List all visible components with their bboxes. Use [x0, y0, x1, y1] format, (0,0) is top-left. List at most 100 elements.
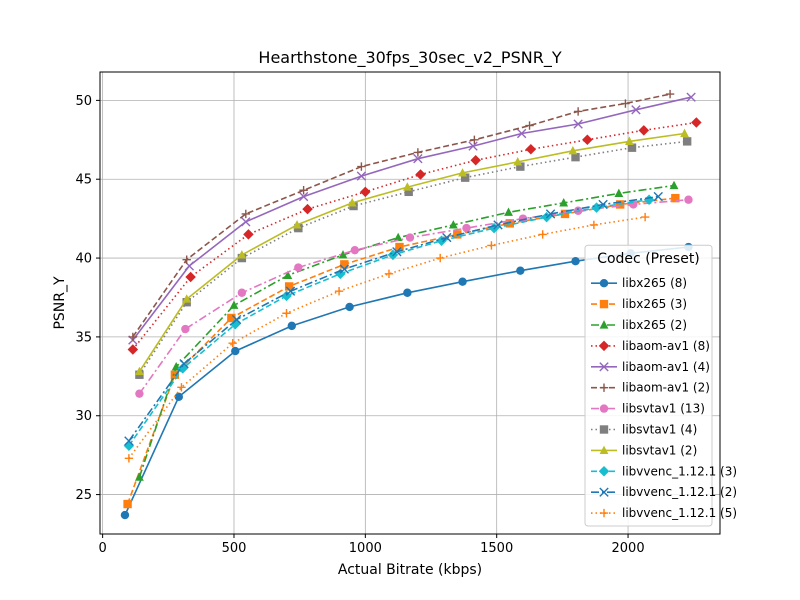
data-point	[124, 454, 134, 463]
series-layer	[120, 89, 702, 520]
data-point	[638, 125, 650, 136]
data-point	[571, 152, 580, 162]
legend-entry: libaom-av1 (8)	[591, 339, 710, 353]
data-point	[470, 155, 481, 166]
y-tick-label: 45	[75, 173, 92, 188]
data-point	[470, 135, 479, 145]
legend-entry: libvvenc_1.12.1 (2)	[591, 485, 737, 499]
data-point	[686, 92, 696, 102]
y-tick-label: 35	[75, 330, 92, 345]
data-point	[568, 146, 578, 155]
series-12	[124, 212, 650, 463]
data-point	[582, 134, 593, 146]
data-point	[458, 277, 467, 286]
data-point	[134, 366, 144, 376]
data-point	[504, 207, 513, 216]
legend-entry: libx265 (2)	[591, 318, 687, 332]
data-point	[653, 191, 663, 202]
legend-box	[584, 244, 713, 527]
data-point	[442, 232, 452, 243]
data-point	[571, 257, 580, 266]
data-point	[338, 250, 348, 259]
data-point	[294, 263, 303, 272]
ticks-layer: 0 500 1000 1500 2000 25 30 35 40 45 50	[75, 94, 644, 556]
legend-entry: libaom-av1 (2)	[591, 381, 710, 395]
legend-label: libvvenc_1.12.1 (3)	[622, 464, 737, 478]
legend-marker	[599, 299, 609, 309]
series-6	[128, 89, 675, 342]
data-point	[241, 209, 251, 219]
legend-marker	[599, 425, 609, 434]
data-point	[589, 220, 599, 230]
legend-entry: libsvtav1 (4)	[591, 423, 697, 437]
data-point	[124, 436, 134, 446]
legend-label: libaom-av1 (8)	[622, 339, 710, 353]
legend: Codec (Preset) libx265 (8)libx265 (3)lib…	[584, 244, 737, 527]
data-point	[285, 286, 296, 296]
legend-marker	[599, 383, 609, 392]
legend-label: libsvtav1 (13)	[622, 402, 705, 416]
data-point	[621, 99, 630, 108]
data-point	[243, 229, 254, 240]
data-point	[487, 241, 496, 250]
data-point	[360, 186, 371, 198]
data-point	[229, 300, 239, 309]
data-point	[302, 203, 313, 215]
x-tick-label: 1000	[349, 541, 382, 556]
legend-label: libaom-av1 (4)	[622, 360, 710, 374]
data-point	[680, 128, 689, 138]
data-point	[393, 232, 403, 242]
data-point	[691, 117, 702, 128]
series-9	[134, 128, 689, 376]
legend-marker	[599, 508, 609, 518]
legend-label: libx265 (2)	[622, 318, 687, 332]
data-point	[340, 260, 349, 269]
data-point	[525, 144, 537, 155]
data-point	[292, 220, 302, 229]
legend-entry: libsvtav1 (13)	[591, 402, 705, 416]
y-axis-label: PSNR_Y	[52, 276, 68, 330]
data-point	[135, 389, 144, 398]
legend-entry: libsvtav1 (2)	[591, 443, 697, 457]
data-point	[177, 383, 186, 392]
data-point	[669, 180, 679, 190]
series-4	[127, 117, 702, 355]
data-point	[403, 288, 412, 297]
y-tick-label: 30	[75, 409, 92, 424]
legend-marker	[598, 466, 610, 477]
data-point	[671, 193, 680, 203]
data-point	[182, 255, 191, 264]
data-point	[405, 233, 415, 242]
plot-area-frame	[99, 71, 721, 535]
legend-entries: libx265 (8) libx265 (3) libx265 (2) libaom-…	[591, 276, 737, 520]
legend-label: libsvtav1 (2)	[622, 443, 697, 457]
legend-label: libaom-av1 (2)	[622, 381, 710, 395]
data-point	[516, 266, 525, 275]
data-point	[185, 271, 196, 283]
data-point	[627, 143, 637, 152]
x-tick-label: 500	[222, 541, 247, 556]
legend-entry: libx265 (8)	[591, 276, 687, 290]
data-point	[284, 282, 294, 291]
legend-marker	[599, 320, 609, 329]
data-point	[468, 141, 478, 151]
legend-marker	[599, 445, 609, 454]
legend-label: libsvtav1 (4)	[622, 423, 697, 437]
data-point	[298, 191, 309, 202]
data-point	[182, 294, 192, 303]
data-point	[525, 121, 534, 130]
data-point	[404, 187, 413, 197]
data-point	[395, 242, 404, 252]
data-point	[282, 309, 291, 318]
legend-marker	[599, 279, 609, 288]
x-tick-label: 0	[98, 541, 106, 556]
legend-entry: libvvenc_1.12.1 (3)	[591, 464, 737, 478]
data-point	[356, 171, 367, 181]
data-point	[231, 346, 240, 356]
data-point	[123, 499, 132, 509]
legend-marker	[599, 404, 609, 413]
legend-entry: libaom-av1 (4)	[591, 360, 710, 374]
legend-label: libvvenc_1.12.1 (5)	[622, 506, 737, 520]
data-point	[179, 359, 189, 369]
